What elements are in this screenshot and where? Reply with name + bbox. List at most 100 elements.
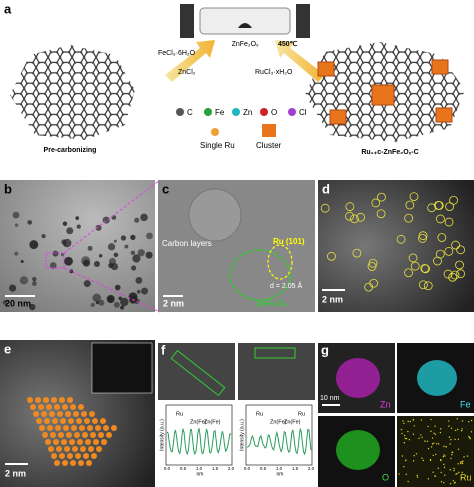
particle bbox=[120, 297, 129, 307]
dot bbox=[450, 457, 452, 460]
annotation: Carbon layers bbox=[162, 239, 212, 248]
graphene-sheet bbox=[10, 45, 135, 140]
dot bbox=[433, 442, 435, 444]
atom bbox=[78, 404, 84, 410]
atom bbox=[62, 404, 68, 410]
zoom-box bbox=[45, 252, 65, 269]
atom bbox=[90, 432, 96, 438]
dot bbox=[430, 430, 432, 433]
dot bbox=[422, 459, 425, 462]
outline bbox=[267, 244, 293, 280]
particle bbox=[132, 254, 141, 263]
atom-overlay bbox=[27, 397, 117, 466]
atom bbox=[27, 397, 33, 403]
caption: Ru₁₊c-ZnFe₂Oₓ-C bbox=[361, 149, 418, 156]
dot bbox=[431, 437, 434, 439]
particle bbox=[14, 223, 19, 228]
dot bbox=[448, 420, 450, 422]
dot bbox=[431, 443, 434, 445]
dot bbox=[433, 432, 435, 434]
atom bbox=[62, 460, 68, 466]
particle bbox=[69, 269, 74, 274]
atom bbox=[69, 439, 75, 445]
particle bbox=[19, 276, 29, 285]
atom bbox=[64, 446, 70, 452]
dot bbox=[420, 434, 422, 436]
dot bbox=[451, 451, 454, 454]
dot bbox=[412, 418, 414, 421]
particle bbox=[95, 224, 102, 231]
atom-circle bbox=[376, 209, 386, 219]
caption: Pre-carbonizing bbox=[44, 147, 97, 154]
dot bbox=[434, 425, 436, 427]
dot bbox=[436, 443, 438, 445]
atom-circle bbox=[423, 281, 433, 291]
peak-label: Zn(Fe) bbox=[284, 419, 301, 425]
atom bbox=[93, 439, 99, 445]
particle bbox=[140, 213, 148, 222]
x-tick-label: 0.5 bbox=[180, 466, 187, 471]
map-label: Ru bbox=[460, 472, 472, 482]
furnace-label: ZnFe₂Oₓ bbox=[232, 41, 260, 48]
dot bbox=[460, 462, 462, 465]
profile-line bbox=[166, 428, 232, 456]
zoom-line bbox=[63, 267, 161, 313]
atom bbox=[51, 453, 57, 459]
particle bbox=[128, 292, 138, 302]
dot bbox=[405, 473, 407, 475]
particle bbox=[75, 216, 80, 220]
zoom-line bbox=[63, 179, 161, 254]
atom-circle bbox=[448, 272, 458, 282]
x-tick-label: 0.0 bbox=[244, 466, 251, 471]
atom bbox=[33, 411, 39, 417]
furnace-end bbox=[180, 4, 194, 38]
particle bbox=[136, 289, 141, 294]
atom-circle bbox=[367, 262, 377, 271]
particle bbox=[90, 302, 95, 307]
eds-map bbox=[397, 416, 474, 487]
legend-swatch bbox=[232, 108, 240, 116]
particle bbox=[63, 243, 67, 247]
haadf-image bbox=[318, 180, 474, 312]
scale-label: 20 nm bbox=[5, 298, 31, 308]
atom-circle bbox=[418, 231, 428, 241]
atom-circle bbox=[455, 260, 464, 270]
particle bbox=[113, 301, 120, 308]
atom-circle bbox=[405, 200, 415, 210]
particle bbox=[137, 249, 145, 257]
atom bbox=[98, 432, 104, 438]
dot bbox=[443, 445, 445, 447]
legend-swatch bbox=[211, 128, 219, 136]
furnace-tube bbox=[199, 7, 291, 35]
panel-label: c bbox=[162, 181, 169, 196]
dot bbox=[452, 480, 455, 482]
dot bbox=[450, 427, 453, 430]
panel-label: b bbox=[4, 181, 12, 196]
atom bbox=[73, 411, 79, 417]
atom bbox=[52, 418, 58, 424]
atom-circle bbox=[368, 258, 378, 268]
line-box bbox=[254, 347, 296, 359]
dot bbox=[466, 475, 469, 477]
atom-circle bbox=[444, 246, 454, 256]
peak-label: Zn(Fe) bbox=[270, 419, 287, 425]
atom bbox=[92, 418, 98, 424]
particle bbox=[61, 239, 67, 245]
particle bbox=[98, 254, 103, 258]
dot bbox=[469, 437, 471, 440]
dot bbox=[457, 448, 460, 450]
dot bbox=[449, 483, 452, 485]
dot bbox=[439, 458, 442, 461]
dot bbox=[468, 435, 470, 438]
dot bbox=[418, 437, 420, 440]
axis-label: nm bbox=[277, 471, 284, 477]
x-tick-label: 2.0 bbox=[308, 466, 315, 471]
dot bbox=[404, 437, 406, 440]
legend-swatch bbox=[204, 108, 212, 116]
particle bbox=[134, 217, 140, 223]
dot bbox=[429, 459, 432, 461]
dot bbox=[448, 425, 450, 427]
legend-swatch bbox=[260, 108, 268, 116]
